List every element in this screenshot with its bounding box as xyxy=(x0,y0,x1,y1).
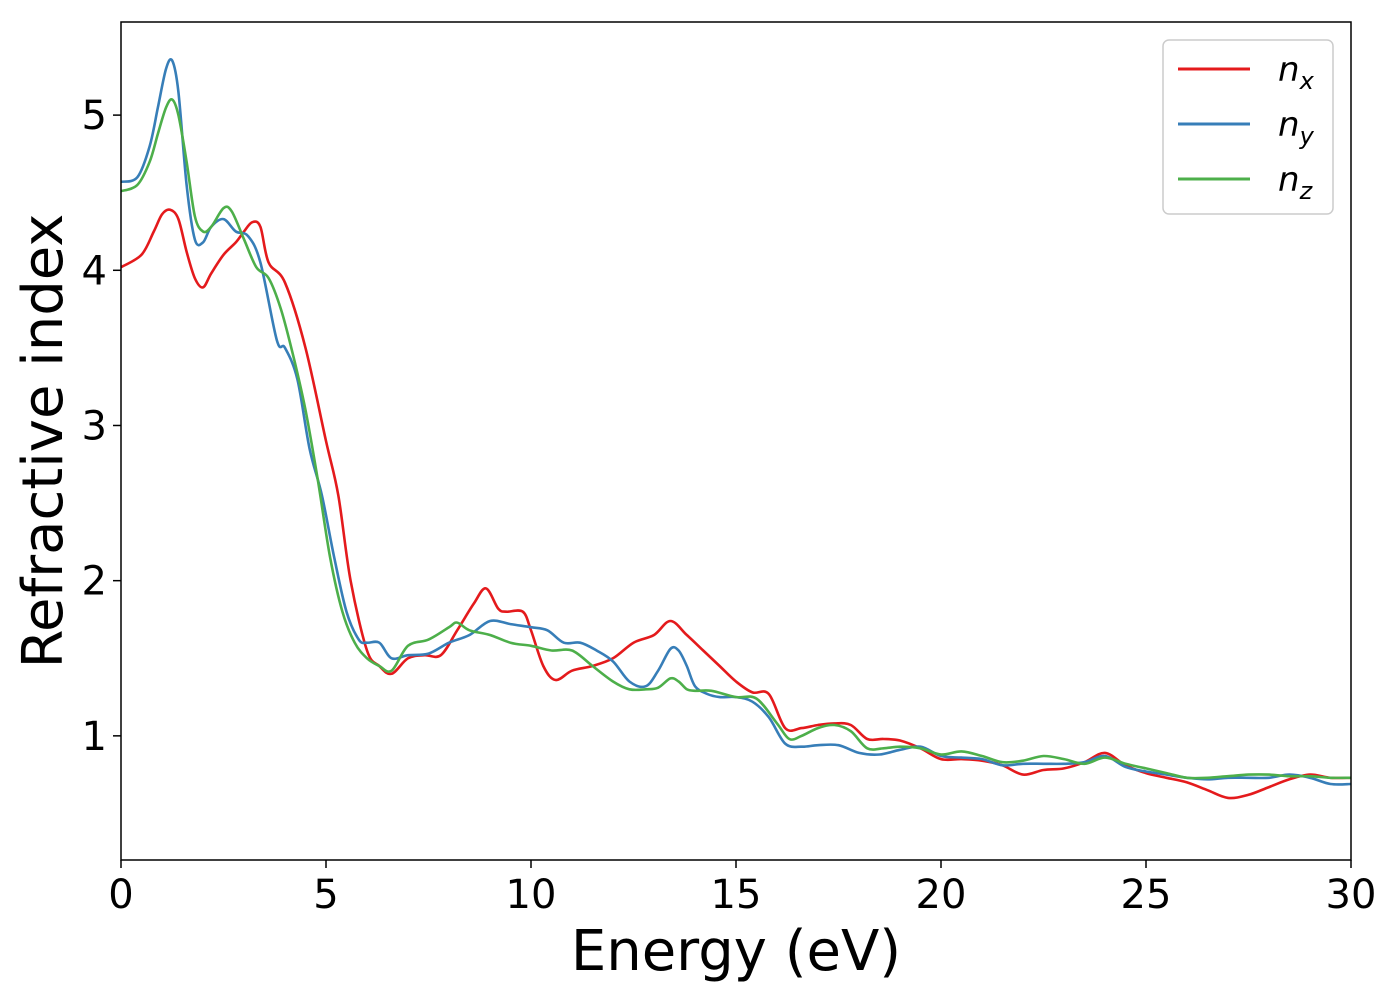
x-tick-label: 0 xyxy=(108,872,133,918)
y-tick-label: 2 xyxy=(82,559,107,605)
series-line-nx xyxy=(120,208,1352,800)
legend-label-ny: ny xyxy=(1278,105,1315,150)
y-tick-label: 4 xyxy=(82,248,107,294)
x-tick-label: 25 xyxy=(1121,872,1172,918)
y-axis-ticks: 1 2 3 4 5 xyxy=(82,93,121,760)
x-tick-label: 5 xyxy=(313,872,338,918)
x-axis-ticks: 0 5 10 15 20 25 30 xyxy=(108,860,1376,918)
x-tick-label: 30 xyxy=(1326,872,1377,918)
series-line-nz xyxy=(120,98,1352,780)
x-tick-label: 15 xyxy=(711,872,762,918)
y-axis-label: Refractive index xyxy=(11,214,76,669)
series-layer xyxy=(120,57,1352,800)
series-line-ny xyxy=(120,57,1352,786)
legend-box xyxy=(1162,39,1334,215)
x-axis-label: Energy (eV) xyxy=(571,919,901,984)
x-tick-label: 10 xyxy=(506,872,557,918)
y-tick-label: 5 xyxy=(82,93,107,139)
legend-label-nx: nx xyxy=(1278,50,1315,95)
x-tick-label: 20 xyxy=(916,872,967,918)
y-tick-label: 3 xyxy=(82,403,107,449)
y-tick-label: 1 xyxy=(82,714,107,760)
